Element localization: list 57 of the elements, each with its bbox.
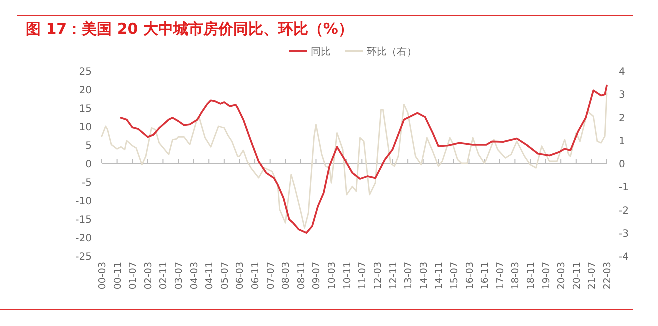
y-tick-label: 25 [79, 67, 92, 78]
y-tick-label: -5 [82, 178, 92, 189]
x-tick-label: 18-11 [526, 262, 537, 290]
x-tick-label: 03-07 [174, 262, 186, 290]
y-tick-label: 10 [79, 122, 92, 134]
legend-label: 同比 [311, 46, 331, 58]
y-tick-label: -15 [76, 215, 92, 226]
y2-tick-label: 1 [619, 136, 626, 148]
x-tick-label: 11-07 [358, 262, 369, 290]
x-tick-label: 02-03 [143, 262, 154, 290]
x-tick-label: 10-11 [342, 262, 354, 290]
x-tick-label: 06-03 [235, 262, 246, 290]
x-tick-label: 04-03 [189, 262, 200, 290]
x-tick-label: 20-11 [572, 262, 583, 290]
x-tick-label: 08-11 [296, 262, 308, 290]
x-tick-label: 21-07 [587, 262, 598, 290]
x-tick-label: 05-07 [220, 262, 231, 290]
y2-tick-label: 0 [619, 160, 626, 170]
y-tick-label: 15 [79, 104, 92, 115]
chart-title: 图 17：美国 20 大中城市房价同比、环比（%） [26, 20, 354, 38]
x-tick-label: 01-07 [128, 262, 140, 290]
x-tick-label: 10-03 [327, 262, 338, 290]
y2-tick-label: -3 [619, 228, 629, 240]
y2-tick-label: -2 [619, 206, 629, 217]
y2-tick-label: -1 [619, 182, 629, 194]
x-tick-label: 15-07 [449, 262, 460, 290]
x-tick-label: 00-03 [98, 262, 108, 290]
x-tick-label: 16-03 [464, 262, 476, 290]
x-tick-label: 12-11 [388, 262, 400, 290]
x-tick-label: 16-11 [480, 262, 492, 290]
x-tick-label: 19-07 [541, 262, 552, 290]
x-tick-label: 14-11 [434, 262, 446, 290]
x-tick-label: 14-03 [418, 262, 430, 290]
y-tick-label: -25 [76, 252, 92, 263]
y-tick-label: -20 [76, 234, 92, 244]
y-tick-label: 0 [86, 160, 92, 170]
x-tick-label: 07-07 [266, 262, 277, 290]
x-tick-label: 18-03 [510, 262, 522, 290]
x-tick-label: 12-03 [372, 262, 384, 290]
y-tick-label: 5 [86, 141, 92, 152]
y2-tick-label: -4 [619, 252, 629, 263]
x-tick-label: 13-07 [404, 262, 415, 290]
y2-tick-label: 4 [619, 67, 626, 78]
y-tick-label: -10 [76, 196, 92, 208]
y-tick-label: 20 [79, 86, 92, 96]
x-tick-label: 17-07 [495, 262, 506, 290]
x-tick-label: 22-03 [602, 262, 614, 290]
x-tick-label: 09-07 [312, 262, 323, 290]
x-tick-label: 04-11 [204, 262, 216, 290]
y2-tick-label: 3 [619, 90, 626, 102]
y2-tick-label: 2 [619, 113, 626, 124]
x-tick-label: 02-11 [158, 262, 170, 290]
x-tick-label: 20-03 [556, 262, 568, 290]
x-tick-label: 08-03 [281, 262, 292, 290]
legend-label: 环比（右） [367, 46, 417, 58]
x-tick-label: 06-11 [250, 262, 262, 290]
x-tick-label: 00-11 [112, 262, 124, 290]
